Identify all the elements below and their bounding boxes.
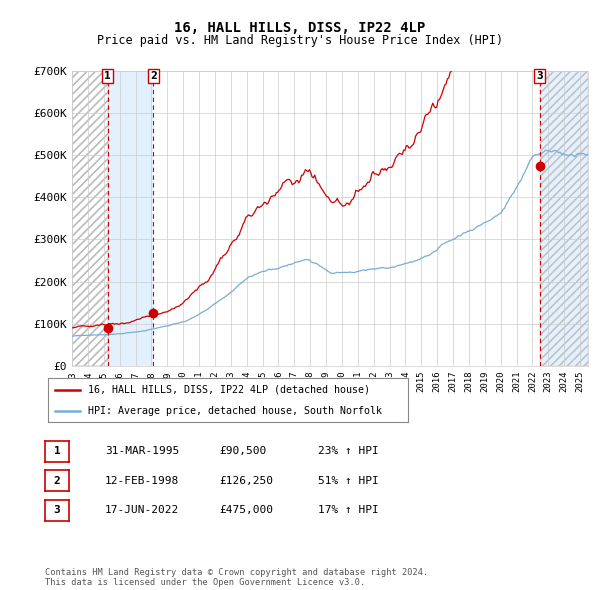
Text: 16, HALL HILLS, DISS, IP22 4LP: 16, HALL HILLS, DISS, IP22 4LP — [175, 21, 425, 35]
Text: 2: 2 — [53, 476, 61, 486]
Text: 12-FEB-1998: 12-FEB-1998 — [105, 476, 179, 486]
Text: 17-JUN-2022: 17-JUN-2022 — [105, 506, 179, 515]
Text: HPI: Average price, detached house, South Norfolk: HPI: Average price, detached house, Sout… — [88, 406, 382, 416]
Bar — [540, 71, 588, 366]
Text: 3: 3 — [536, 71, 543, 81]
Text: 2: 2 — [150, 71, 157, 81]
Bar — [108, 71, 153, 366]
Text: £126,250: £126,250 — [219, 476, 273, 486]
Text: £90,500: £90,500 — [219, 447, 266, 456]
Text: 1: 1 — [104, 71, 111, 81]
Bar — [72, 71, 108, 366]
Text: Price paid vs. HM Land Registry's House Price Index (HPI): Price paid vs. HM Land Registry's House … — [97, 34, 503, 47]
Text: 3: 3 — [53, 506, 61, 515]
Text: £475,000: £475,000 — [219, 506, 273, 515]
Text: 23% ↑ HPI: 23% ↑ HPI — [318, 447, 379, 456]
Text: 17% ↑ HPI: 17% ↑ HPI — [318, 506, 379, 515]
Text: 16, HALL HILLS, DISS, IP22 4LP (detached house): 16, HALL HILLS, DISS, IP22 4LP (detached… — [88, 385, 370, 395]
Text: 1: 1 — [53, 447, 61, 456]
Text: Contains HM Land Registry data © Crown copyright and database right 2024.
This d: Contains HM Land Registry data © Crown c… — [45, 568, 428, 587]
Bar — [153, 71, 540, 366]
Text: 51% ↑ HPI: 51% ↑ HPI — [318, 476, 379, 486]
Text: 31-MAR-1995: 31-MAR-1995 — [105, 447, 179, 456]
